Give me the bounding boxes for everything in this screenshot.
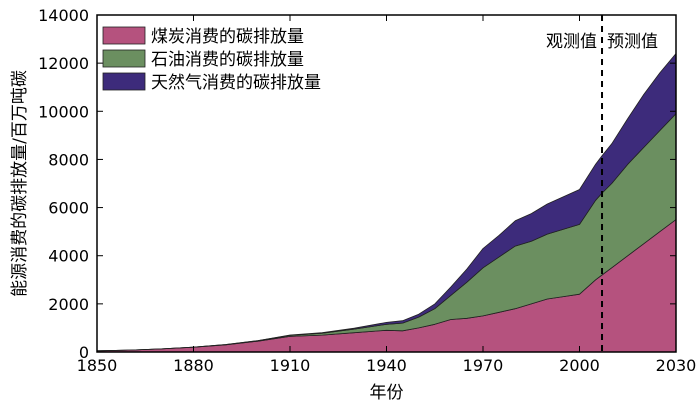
y-tick-label: 14000 xyxy=(38,6,89,25)
y-axis-title: 能源消费的碳排放量/百万吨碳 xyxy=(10,70,30,297)
y-tick-label: 8000 xyxy=(48,150,89,169)
legend-label: 煤炭消费的碳排放量 xyxy=(151,27,304,47)
legend-swatch xyxy=(102,26,146,45)
observed-annotation: 观测值 xyxy=(546,32,597,52)
x-axis-title: 年份 xyxy=(370,383,404,403)
x-tick-label: 1850 xyxy=(77,356,118,375)
y-tick-label: 12000 xyxy=(38,54,89,73)
legend-swatch xyxy=(102,72,146,91)
y-tick-label: 0 xyxy=(79,343,89,362)
legend-swatch xyxy=(102,49,146,68)
predicted-annotation: 预测值 xyxy=(607,32,658,52)
area-layers xyxy=(96,53,677,353)
y-axis-ticks: 0 2000 4000 6000 8000 10000 12000 14000 xyxy=(38,6,676,362)
x-tick-label: 1940 xyxy=(366,356,407,375)
legend-label: 石油消费的碳排放量 xyxy=(151,50,304,70)
x-tick-label: 1880 xyxy=(173,356,214,375)
x-axis-ticks: 1850 1880 1910 1940 1970 2000 2030 xyxy=(77,15,697,375)
x-tick-label: 2000 xyxy=(559,356,600,375)
y-tick-label: 6000 xyxy=(48,199,89,218)
y-tick-label: 10000 xyxy=(38,102,89,121)
y-tick-label: 2000 xyxy=(48,295,89,314)
x-tick-label: 2030 xyxy=(656,356,697,375)
x-tick-label: 1970 xyxy=(463,356,504,375)
x-tick-label: 1910 xyxy=(270,356,311,375)
legend-label: 天然气消费的碳排放量 xyxy=(151,73,321,93)
y-tick-label: 4000 xyxy=(48,247,89,266)
